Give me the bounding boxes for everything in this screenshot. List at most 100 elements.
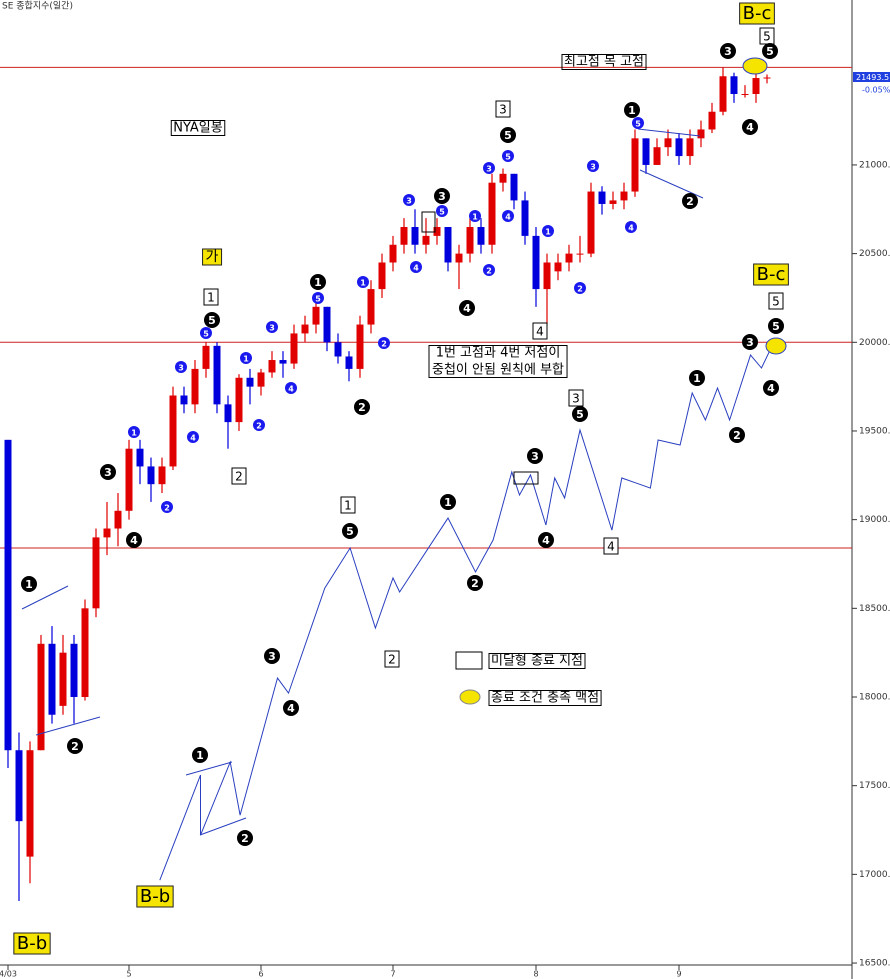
wave-number-small: 1 (360, 279, 366, 288)
candle-body (532, 235, 540, 290)
candle-body (631, 138, 639, 192)
y-tick-label: 17500.0 (859, 781, 890, 791)
wave-number: 2 (358, 401, 366, 414)
candle-body (598, 191, 606, 204)
wave-number: 4 (536, 325, 544, 339)
wave-label-bg (202, 248, 223, 266)
wave-number: 3 (499, 103, 507, 117)
wave-box (340, 496, 356, 514)
wave-number: 2 (71, 740, 79, 753)
chart-title: SE 종합지수(일간) (2, 1, 73, 12)
wave-number: 3 (746, 336, 754, 349)
legend-label: 종료 조건 충족 맥점 (491, 691, 599, 706)
last-price: 21493.5 (856, 73, 889, 82)
wave-circle-small (574, 282, 586, 294)
trendline (35, 716, 101, 736)
wave-number: 1 (444, 496, 452, 509)
wave-circle-small (587, 160, 599, 172)
wave-circle-small (187, 431, 199, 443)
wave-label: B-c (757, 264, 786, 285)
trendline (199, 817, 247, 836)
candle-body (48, 643, 56, 715)
wave-circle-small (378, 337, 390, 349)
wave-circle (689, 370, 705, 386)
candle-body (169, 395, 177, 467)
wave-circle-small (312, 292, 324, 304)
annotation: 최고점 목 고점 (564, 55, 644, 70)
candle-body (257, 372, 265, 387)
candle-body (323, 306, 331, 343)
y-tick-label: 20500.0 (859, 249, 890, 259)
wave-circle (742, 334, 758, 350)
wave-number-small: 3 (269, 324, 275, 333)
candle-body (114, 510, 122, 529)
candle-body (488, 182, 496, 245)
candle-body (433, 227, 441, 236)
y-tick-label: 20000.0 (859, 338, 890, 348)
wave-number-small: 5 (505, 153, 511, 162)
candle-body (103, 528, 111, 538)
wave-circle (763, 380, 779, 396)
wave-circle (459, 300, 475, 316)
candle-body (741, 93, 749, 95)
wave-number: 2 (388, 653, 396, 667)
wave-label: B-b (17, 933, 47, 954)
wave-number-small: 5 (439, 208, 445, 217)
candle-body (719, 76, 727, 112)
candle-body (158, 466, 166, 485)
wave-circle-small (240, 352, 252, 364)
wave-number: 5 (772, 295, 780, 309)
wave-box (532, 322, 548, 340)
wave-number-small: 2 (381, 340, 387, 349)
wave-number: 1 (628, 104, 636, 117)
y-tick-label: 16500.0 (859, 959, 890, 969)
wave-label: B-c (743, 3, 772, 24)
candle-body (510, 173, 518, 201)
wave-circle-small (161, 501, 173, 513)
annotation-box (170, 120, 226, 136)
annotation-box (428, 345, 568, 378)
candle-body (653, 147, 661, 165)
candle-body (664, 138, 672, 148)
wave-number: 1 (207, 291, 215, 305)
annotation: 중첩이 안됨 원칙에 부합 (432, 363, 564, 378)
candle-body (92, 537, 100, 609)
shortfall-box (421, 211, 436, 233)
wave-box (231, 467, 247, 485)
wave-circle-small (502, 150, 514, 162)
wave-circle (342, 523, 358, 539)
wave-box (203, 288, 219, 306)
wave-number-small: 3 (178, 364, 184, 373)
candle-body (290, 333, 298, 364)
candle-body (444, 227, 452, 263)
legend-label: 미달형 종료 지점 (491, 654, 583, 669)
wave-number: 2 (733, 429, 741, 442)
wave-number: 4 (746, 121, 754, 134)
candle-body (455, 253, 463, 263)
wave-circle (204, 312, 220, 328)
candle-body (708, 111, 716, 130)
wave-number-small: 1 (131, 429, 137, 438)
candle-body (246, 377, 254, 387)
wave-circle (720, 43, 736, 59)
wave-circle (126, 532, 142, 548)
legend-box (488, 653, 586, 669)
trendline (639, 169, 704, 199)
wave-circle (500, 127, 516, 143)
wave-number-small: 1 (243, 355, 249, 364)
candle-body (730, 76, 738, 94)
wave-circle-small (632, 117, 644, 129)
candle-body (37, 643, 45, 751)
wave-circle-small (469, 210, 481, 222)
wave-number: 2 (471, 577, 479, 590)
wave-number: 3 (724, 45, 732, 58)
wave-box (495, 100, 511, 118)
wave-number-small: 4 (628, 224, 634, 233)
candle-body (26, 750, 34, 857)
wave-circle (572, 406, 588, 422)
wave-number: 5 (766, 45, 774, 58)
wave-circle-small (483, 162, 495, 174)
wave-circle (768, 318, 784, 334)
wave-circle-small (403, 194, 415, 206)
